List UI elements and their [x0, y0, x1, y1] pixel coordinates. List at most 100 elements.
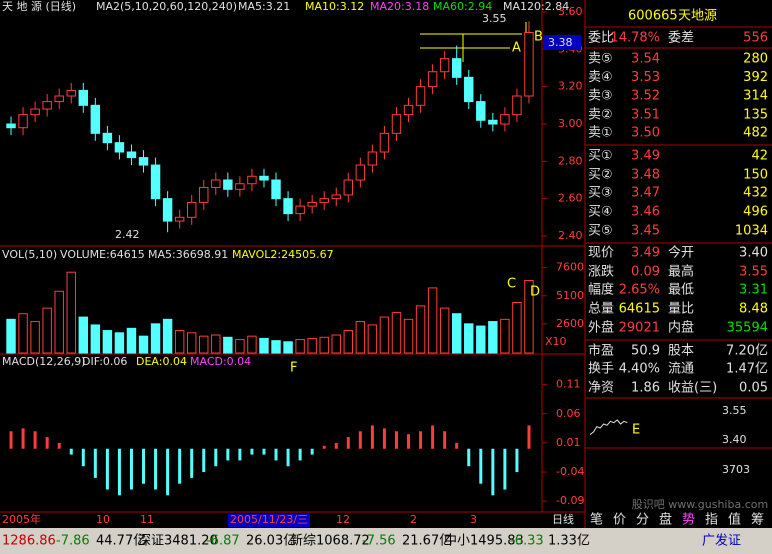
candle-body	[500, 114, 510, 125]
candle-body	[367, 151, 378, 166]
tab[interactable]: 指	[705, 513, 718, 528]
candle-body	[30, 108, 40, 116]
unit-label: X10	[545, 335, 567, 348]
tab[interactable]: 价	[613, 513, 626, 528]
quote-price: 3.52	[631, 89, 660, 104]
candle-body	[6, 123, 16, 129]
quote-volume: 1034	[735, 224, 768, 239]
date-highlight	[228, 514, 310, 527]
quote-value: 2.65%	[619, 283, 660, 298]
y-tick-label: 3.60	[558, 5, 583, 18]
candle-body	[90, 104, 101, 134]
y-tick-label: 0.06	[556, 407, 581, 420]
ma-value: MA5:3.21	[238, 0, 290, 13]
quote-price: 3.46	[631, 205, 660, 220]
current-price: 3.38	[548, 36, 573, 49]
candle-body	[464, 76, 474, 103]
volume-bar	[247, 335, 257, 354]
y-tick-label: 0.11	[556, 378, 581, 391]
volume-bar	[223, 336, 233, 354]
quote-value: 50.9	[631, 344, 660, 359]
quote-value: 8.48	[739, 302, 768, 317]
volume-bar	[476, 325, 486, 354]
candle-body	[18, 114, 28, 129]
volume-bar	[451, 313, 462, 354]
quote-label: 买②	[588, 168, 613, 183]
tab[interactable]: 势	[682, 512, 695, 528]
status-item: 21.67亿	[402, 534, 452, 549]
candle-body	[150, 164, 161, 200]
volume-bar	[126, 327, 137, 354]
tab[interactable]: 笔	[590, 512, 603, 528]
quote-label: 收益(三)	[668, 381, 717, 396]
candle-body	[211, 179, 221, 188]
tab[interactable]: 盘	[659, 512, 672, 528]
stock-title: 天 地 源 (日线)	[2, 0, 76, 13]
tab[interactable]: 筹	[751, 512, 764, 528]
candle-body	[78, 89, 89, 106]
intraday-line	[589, 419, 628, 436]
volume-bar	[18, 313, 28, 354]
quote-value: 1.86	[631, 381, 660, 396]
high-label: 3.55	[482, 12, 507, 25]
candle-body	[295, 205, 305, 215]
status-item: 深证3481.20	[138, 534, 218, 549]
quote-volume: 432	[743, 186, 768, 201]
status-item: 44.77亿	[96, 534, 146, 549]
quote-price: 3.47	[631, 186, 660, 201]
volume-bar	[30, 321, 40, 354]
intraday-label: 3.55	[722, 404, 747, 417]
tab[interactable]: 分	[636, 513, 649, 528]
candle-body	[138, 157, 149, 166]
tab[interactable]: 值	[728, 512, 741, 528]
y-tick-label: -0.04	[556, 465, 584, 478]
quote-label: 卖①	[588, 126, 613, 141]
candle-body	[379, 132, 390, 153]
volume-bar	[90, 324, 101, 354]
volume-header: VOLUME:64615	[60, 248, 145, 261]
status-item: 中小1495.83	[444, 534, 524, 549]
quote-value: 7.20亿	[726, 344, 768, 359]
y-tick-label: 2.80	[558, 154, 583, 167]
quote-label: 买⑤	[588, 224, 613, 239]
ma-set: MA2(5,10,20,60,120,240)	[96, 0, 237, 13]
quote-volume: 392	[743, 70, 768, 85]
candle-body	[524, 32, 534, 97]
quote-price: 3.49	[631, 149, 660, 164]
quote-volume: 42	[751, 149, 768, 164]
candle-body	[247, 175, 257, 185]
volume-bar	[488, 321, 498, 354]
volume-header: VOL(5,10)	[2, 248, 57, 261]
quote-label: 总量	[588, 302, 614, 317]
quote-label: 今开	[668, 245, 694, 261]
candle-body	[162, 198, 173, 222]
candle-body	[415, 86, 426, 106]
volume-bar	[319, 336, 329, 354]
quote-label: 最高	[668, 264, 694, 280]
quote-value: 0.05	[739, 381, 768, 396]
candle-body	[439, 58, 450, 73]
y-tick-label: 2.40	[558, 229, 583, 242]
volume-bar	[403, 318, 414, 354]
candle-body	[391, 114, 402, 134]
y-tick-label: 0.01	[556, 436, 581, 449]
quote-volume: 482	[743, 126, 768, 141]
quote-label: 卖③	[588, 89, 613, 104]
volume-bar	[199, 335, 209, 354]
candle-body	[271, 179, 281, 200]
ma-value: MA60:2.94	[433, 0, 492, 13]
volume-bar	[367, 324, 378, 354]
macd-header: MACD:0.04	[190, 355, 251, 368]
price-box	[543, 35, 581, 50]
volume-bar	[78, 316, 89, 354]
stock-name: 天地源	[678, 9, 717, 24]
quote-label: 买④	[588, 205, 613, 220]
annotation: F	[290, 361, 297, 376]
x-axis-label: 2005/11/23/三	[230, 513, 308, 526]
volume-bar	[150, 323, 161, 354]
volume-bar	[500, 318, 510, 354]
quote-volume: 150	[743, 168, 768, 183]
volume-bar	[415, 305, 426, 354]
status-item: 1286.86	[2, 534, 56, 549]
